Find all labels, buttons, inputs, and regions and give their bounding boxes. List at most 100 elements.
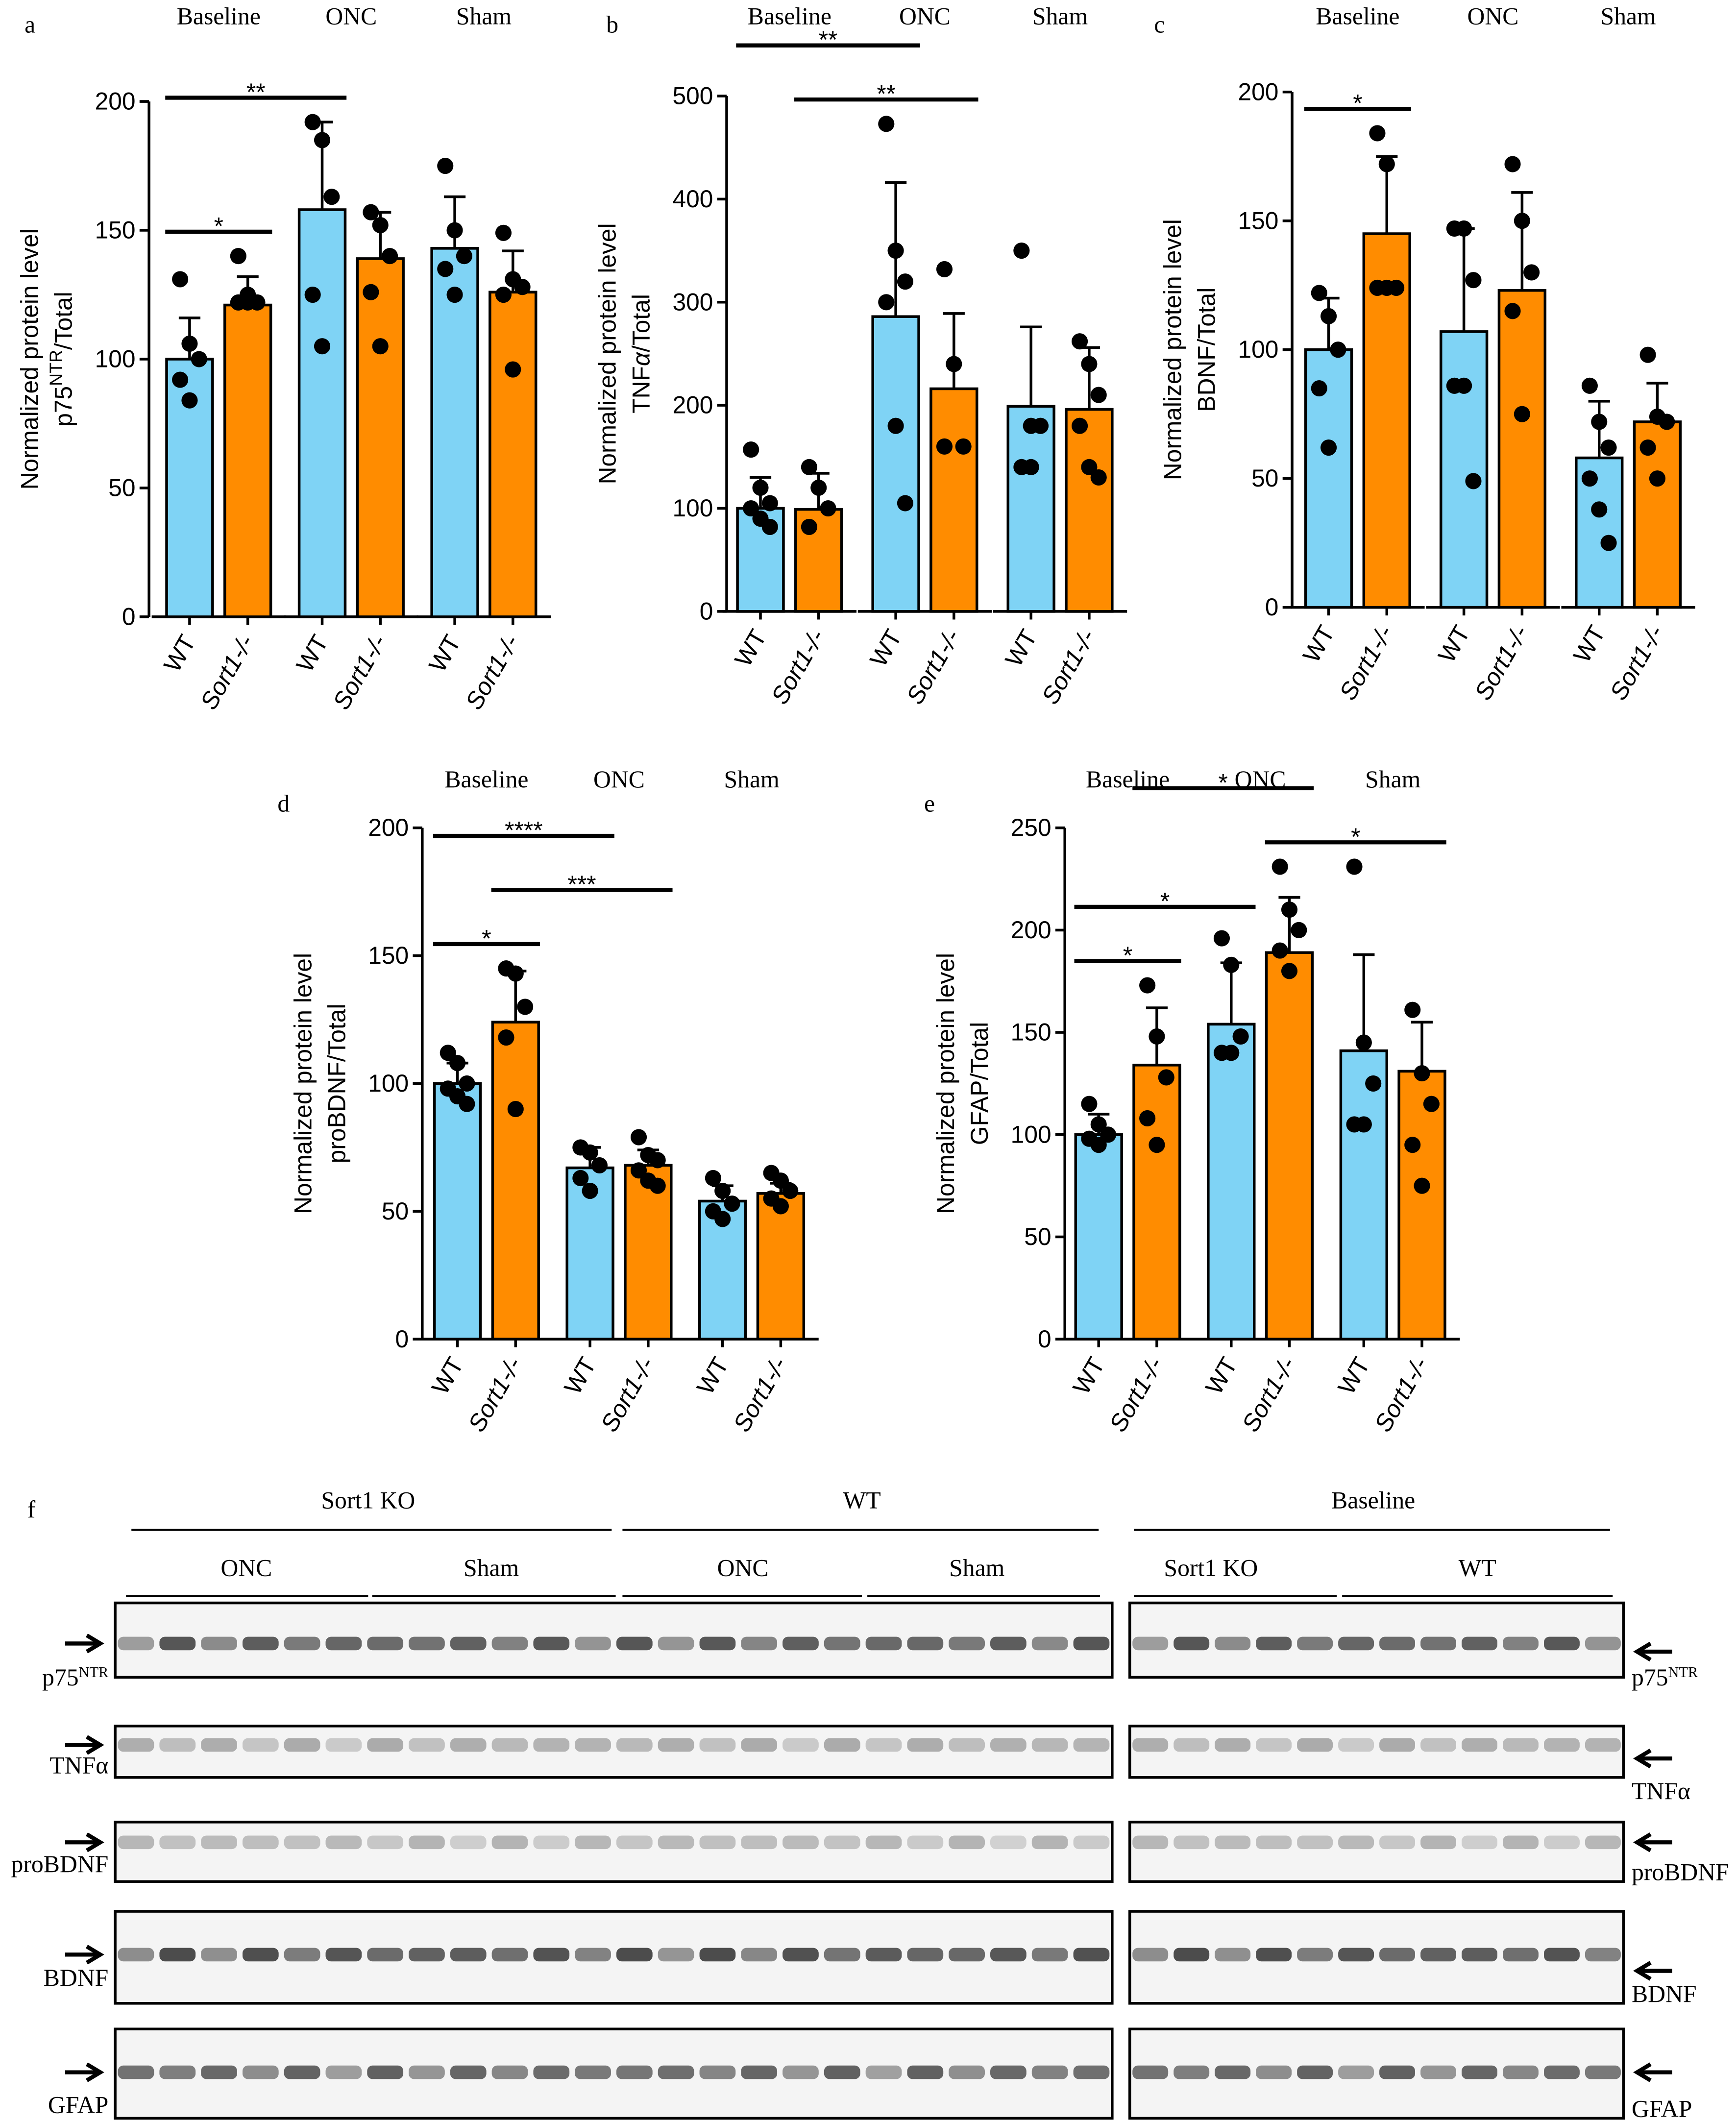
data-point [887, 417, 904, 434]
blot-band [533, 1636, 570, 1651]
blot-band [782, 1738, 819, 1752]
blot-band [284, 2065, 320, 2079]
x-tick-label: Sort1-/- [327, 630, 391, 714]
blot-box [1128, 2027, 1625, 2120]
y-tick-label: 500 [672, 82, 713, 110]
significance-label: *** [568, 871, 596, 898]
blot-band [242, 1636, 279, 1651]
blot-box [1128, 1821, 1625, 1883]
y-tick-label: 0 [700, 597, 713, 625]
bar [491, 1021, 540, 1341]
blot-band [367, 1738, 404, 1752]
group-label: ONC [593, 766, 645, 793]
blot-band [782, 1948, 819, 1962]
blot-band [741, 1738, 778, 1752]
y-axis-label: Normalized protein level [1159, 219, 1187, 480]
blot-band [1215, 1738, 1251, 1752]
blot-band [491, 1948, 528, 1962]
blot-band [1174, 1738, 1210, 1752]
blot-band [201, 1636, 237, 1651]
blot-band [1420, 1835, 1457, 1850]
blot-band [575, 1636, 611, 1651]
blot-band [1297, 1948, 1333, 1962]
blot-band [533, 1835, 570, 1850]
group-label: Baseline [177, 3, 261, 30]
blot-band [699, 2065, 736, 2079]
data-point [495, 224, 512, 241]
x-tick-label: Sort1-/- [1104, 1352, 1168, 1436]
blot-band [1420, 1738, 1457, 1752]
significance-label: * [1353, 90, 1362, 117]
data-point [1365, 1075, 1382, 1092]
blot-band [782, 1636, 819, 1651]
data-point [946, 356, 962, 372]
significance-label: ** [819, 26, 838, 53]
blot-band [450, 2065, 487, 2079]
blot-band [990, 1738, 1027, 1752]
blot-band [1297, 1636, 1333, 1651]
blot-row-label: p75NTR [1632, 1664, 1698, 1691]
data-point [1581, 470, 1598, 487]
blot-band [1585, 1835, 1621, 1850]
y-tick-label: 200 [1238, 78, 1279, 105]
blot-band [1256, 1835, 1292, 1850]
data-point [191, 351, 207, 367]
y-tick-label: 50 [1251, 464, 1278, 492]
blot-band [1073, 1835, 1110, 1850]
arrow [1633, 1832, 1672, 1853]
data-point [437, 157, 454, 174]
y-axis-label: Normalized protein level [932, 953, 959, 1214]
group-label: Sham [724, 766, 779, 793]
blot-band [118, 1948, 154, 1962]
blot-band [865, 1835, 902, 1850]
blot-band [118, 1738, 154, 1752]
panel-letter: e [924, 790, 935, 817]
data-point [1090, 469, 1107, 486]
data-point [1232, 1028, 1249, 1045]
blot-band [1338, 1636, 1374, 1651]
data-point [1514, 213, 1530, 229]
y-axis-label: Normalized protein level [594, 223, 621, 484]
blot-band [1420, 2065, 1457, 2079]
group-label: ONC [899, 3, 951, 30]
blot-band [1544, 1948, 1580, 1962]
y-axis-label-part: TNF [628, 366, 655, 414]
data-point [582, 1183, 598, 1199]
y-axis-label-part: GFAP/Total [966, 1022, 993, 1145]
data-point [1414, 1065, 1430, 1082]
bar [1397, 1070, 1446, 1341]
blot-band [1215, 1835, 1251, 1850]
blot-band [159, 1835, 196, 1850]
blot-band [1503, 1636, 1539, 1651]
significance-label: * [1160, 887, 1170, 915]
data-point [314, 132, 331, 148]
bar [1207, 1023, 1256, 1341]
x-tick-label: WT [691, 1352, 734, 1399]
group-label: ONC [1467, 3, 1519, 30]
y-tick-label: 200 [672, 391, 713, 419]
data-point [304, 114, 321, 130]
data-point [1355, 1034, 1372, 1051]
data-point [1465, 473, 1482, 489]
data-point [1369, 125, 1386, 142]
data-point [1023, 459, 1039, 475]
data-point [572, 1170, 589, 1187]
arrow [65, 1735, 104, 1755]
blot-band [491, 1835, 528, 1850]
blot-band [201, 2065, 237, 2079]
y-axis-label: BDNF/Total [1193, 288, 1221, 412]
x-tick-label: WT [1067, 1352, 1110, 1399]
data-point [1090, 1116, 1107, 1133]
blot-band [1503, 2065, 1539, 2079]
y-tick-label: 50 [382, 1197, 409, 1225]
blot-band [824, 1835, 860, 1850]
data-point [1013, 243, 1030, 259]
group-label: Sham [1600, 3, 1656, 30]
blot-row-label: GFAP [48, 2091, 108, 2118]
blot-box [1128, 1910, 1625, 2005]
blot-band [1544, 1835, 1580, 1850]
data-point [1600, 439, 1617, 456]
blot-band [284, 1636, 320, 1651]
bar [1265, 951, 1314, 1341]
blot-band [616, 1738, 653, 1752]
